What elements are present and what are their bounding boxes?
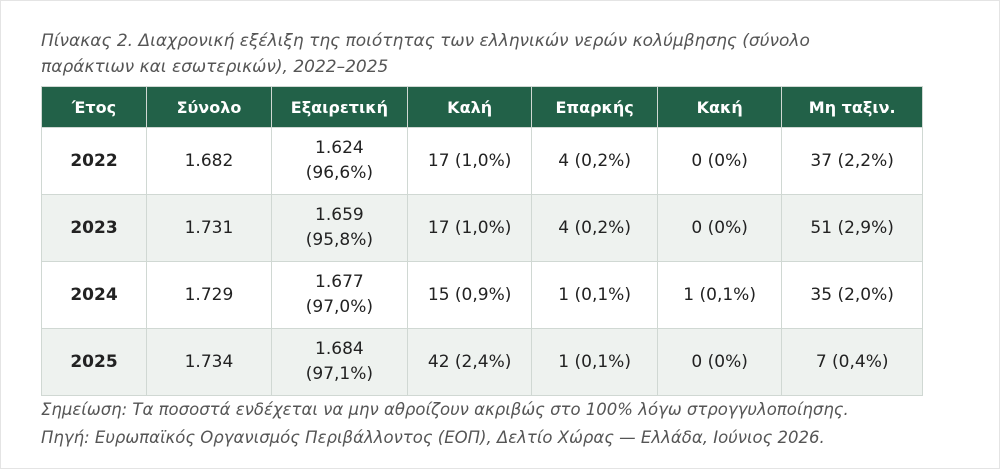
note: Σημείωση: Τα ποσοστά ενδέχεται να μην αθ… [41,400,849,419]
header-cell: Σύνολο [146,86,272,128]
cell-text: 1 (0,1%) [683,284,756,305]
caption: Πίνακας 2. Διαχρονική εξέλιξη της ποιότη… [41,31,810,77]
table-cell: 4 (0,2%) [531,127,658,195]
header-cell: Κακή [656,86,783,128]
table-cell: 17 (1,0%) [406,127,533,195]
table-cell: 1.659 (95,8%) [270,194,408,262]
cell-text: 17 (1,0%) [427,150,512,171]
table-cell: 4 (0,2%) [531,194,658,262]
table-cell: 2022 [41,127,147,195]
table-body: 2022 1.682 1.624 (96,6%) 17 (1,0%) 4 (0,2%) 0… [41,127,923,396]
cell-text: 2023 [70,217,118,238]
table-cell: 1.682 [146,127,272,195]
header-cell: Εξαιρετική [270,86,408,128]
table-cell: 0 (0%) [656,328,783,396]
table-row: 2022 1.682 1.624 (96,6%) 17 (1,0%) 4 (0,2%) 0… [41,127,923,195]
table-row: 2025 1.734 1.684 (97,1%) 42 (2,4%) 1 (0,1%) 0… [41,328,923,396]
table-cell: 2023 [41,194,147,262]
table-cell: 1 (0,1%) [656,261,783,329]
cell-text: 1.677 (97,0%) [305,272,374,317]
cell-text: 1.734 [184,351,234,372]
cell-text: 51 (2,9%) [810,217,894,238]
table-cell: 0 (0%) [656,127,783,195]
table-cell: 0 (0%) [656,194,783,262]
cell-text: 37 (2,2%) [810,150,894,171]
cell-text: 4 (0,2%) [558,217,631,238]
table-cell: 35 (2,0%) [781,261,923,329]
header-cell: Έτος [41,86,147,128]
header-cell: Καλή [406,86,533,128]
cell-text: 35 (2,0%) [810,284,894,305]
table-cell: 1.729 [146,261,272,329]
cell-text: 1.729 [184,284,234,305]
header-cell: Επαρκής [531,86,658,128]
cell-text: 1.624 (96,6%) [305,138,374,183]
cell-text: 7 (0,4%) [815,351,889,372]
notes: Σημείωση: Τα ποσοστά ενδέχεται να μην αθ… [41,396,849,452]
table-cell: 2024 [41,261,147,329]
cell-text: 42 (2,4%) [427,351,512,372]
table-cell: 1.624 (96,6%) [270,127,408,195]
table-cell: 1 (0,1%) [531,328,658,396]
table-cell: 1.677 (97,0%) [270,261,408,329]
cell-text: 4 (0,2%) [558,150,631,171]
table-cell: 15 (0,9%) [406,261,533,329]
table-cell: 7 (0,4%) [781,328,923,396]
cell-text: 1 (0,1%) [558,351,631,372]
table-cell: 37 (2,2%) [781,127,923,195]
table-cell: 2025 [41,328,147,396]
cell-text: 17 (1,0%) [427,217,512,238]
cell-text: 2024 [70,284,118,305]
table-cell: 51 (2,9%) [781,194,923,262]
header-cell: Μη ταξιν. [781,86,923,128]
cell-text: 2025 [70,351,118,372]
cell-text: 1.684 (97,1%) [305,339,374,384]
table-row: 2024 1.729 1.677 (97,0%) 15 (0,9%) 1 (0,1%) 1… [41,261,923,329]
note: Πηγή: Ευρωπαϊκός Οργανισμός Περιβάλλοντο… [41,428,825,447]
table: Έτος Σύνολο Εξαιρετική Καλή Επαρκής Κακή Μη τα… [41,86,923,396]
table-cell: 1.731 [146,194,272,262]
table-cell: 1 (0,1%) [531,261,658,329]
header-row: Έτος Σύνολο Εξαιρετική Καλή Επαρκής Κακή Μη τα… [41,86,923,128]
table-cell: 42 (2,4%) [406,328,533,396]
cell-text: 1.659 (95,8%) [305,205,374,250]
cell-text: 2022 [70,150,118,171]
cell-text: 0 (0%) [691,150,748,171]
cell-text: 1.682 [184,150,234,171]
cell-text: 0 (0%) [691,351,748,372]
cell-text: 1 (0,1%) [558,284,631,305]
table-row: 2023 1.731 1.659 (95,8%) 17 (1,0%) 4 (0,2%) 0… [41,194,923,262]
table-cell: 1.734 [146,328,272,396]
cell-text: 1.731 [184,217,234,238]
cell-text: 0 (0%) [691,217,748,238]
cell-text: 15 (0,9%) [427,284,512,305]
table-cell: 1.684 (97,1%) [270,328,408,396]
table-cell: 17 (1,0%) [406,194,533,262]
